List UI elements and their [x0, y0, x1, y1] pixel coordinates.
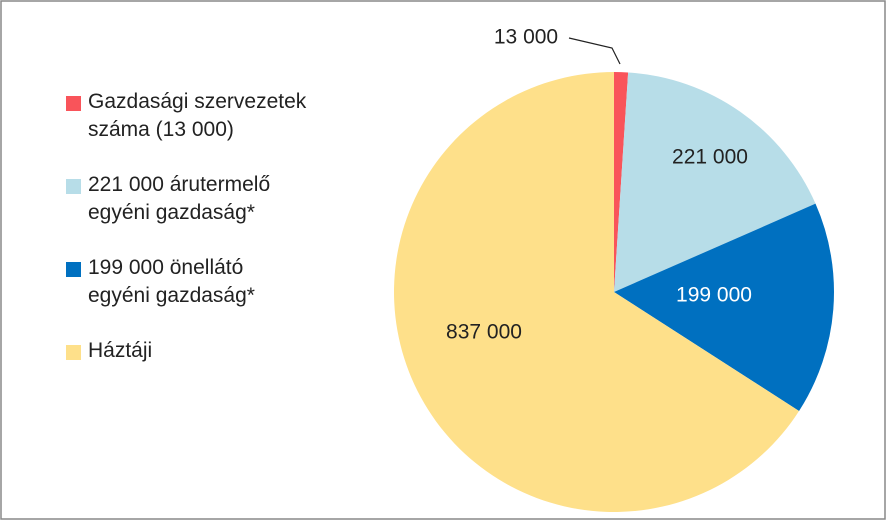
pie-slice — [614, 72, 629, 292]
data-label: 13 000 — [494, 26, 558, 49]
data-label: 221 000 — [672, 146, 748, 169]
legend-item: 199 000 önellátó egyéni gazdaság* — [66, 254, 386, 310]
legend-item: 221 000 árutermelő egyéni gazdaság* — [66, 171, 386, 227]
legend-item: Gazdasági szervezetek száma (13 000) — [66, 88, 386, 144]
data-label: 199 000 — [676, 284, 752, 307]
legend-swatch — [66, 96, 81, 111]
legend-label: Gazdasági szervezetek száma (13 000) — [88, 90, 307, 141]
data-label: 837 000 — [446, 321, 522, 344]
legend-label: 221 000 árutermelő egyéni gazdaság* — [88, 173, 271, 224]
legend-label: Háztáji — [88, 339, 153, 362]
leader-line — [568, 37, 621, 65]
legend-item: Háztáji — [66, 337, 386, 365]
legend-swatch — [66, 262, 81, 277]
pie-slice — [614, 72, 816, 292]
legend-label: 199 000 önellátó egyéni gazdaság* — [88, 256, 255, 307]
legend-swatch — [66, 345, 81, 360]
legend-swatch — [66, 179, 81, 194]
pie-slice — [393, 72, 800, 512]
pie-slice — [614, 203, 835, 411]
legend: Gazdasági szervezetek száma (13 000) 221 … — [66, 88, 386, 392]
